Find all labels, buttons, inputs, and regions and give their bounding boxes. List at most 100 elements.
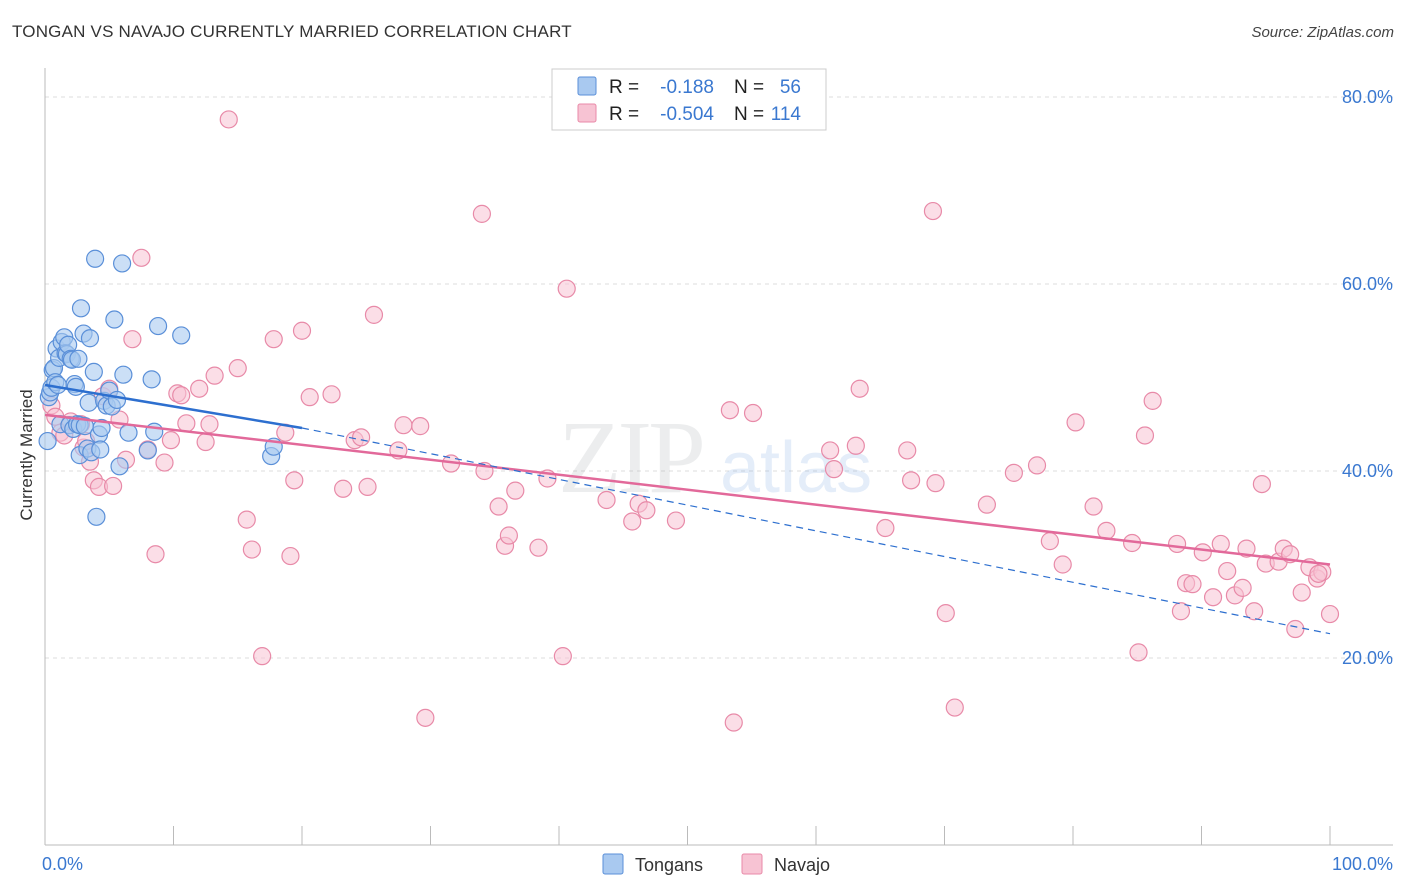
watermark-atlas: atlas — [720, 428, 872, 508]
navajo-point — [300, 388, 319, 407]
tongan-point — [38, 431, 57, 451]
watermark-zip: ZIP — [558, 400, 702, 515]
navajo-point — [1193, 543, 1212, 562]
navajo-point — [123, 330, 142, 349]
navajo-point — [1053, 555, 1072, 574]
navajo-points — [42, 110, 1340, 732]
navajo-point — [898, 441, 917, 460]
navajo-point — [1135, 426, 1155, 445]
bottom-legend-swatch-tongans — [602, 853, 624, 875]
source-credit: Source: ZipAtlas.com — [1251, 24, 1394, 41]
axes: 0.0% 100.0% — [42, 68, 1393, 874]
navajo-point — [1084, 497, 1103, 516]
navajo-point — [322, 385, 341, 404]
tongan-point — [138, 441, 157, 460]
navajo-point — [1143, 391, 1162, 410]
bottom-legend: Tongans Navajo — [602, 853, 830, 875]
tongan-points — [38, 249, 283, 526]
navajo-point — [901, 471, 921, 490]
tongan-point — [172, 326, 191, 345]
navajo-point — [977, 495, 997, 514]
y-tick-label-80: 80.0% — [1342, 87, 1393, 107]
navajo-point — [253, 647, 272, 666]
navajo-point — [196, 432, 215, 452]
navajo-point — [936, 604, 955, 623]
navajo-point — [724, 713, 743, 732]
navajo-point — [292, 321, 312, 340]
navajo-point — [1218, 561, 1237, 581]
tongan-point — [112, 254, 132, 273]
navajo-point — [926, 474, 945, 493]
navajo-point — [416, 708, 435, 727]
tongan-point — [92, 418, 111, 438]
navajo-point — [1286, 619, 1305, 639]
navajo-point — [821, 441, 840, 460]
navajo-point — [1129, 643, 1148, 662]
navajo-point — [281, 546, 300, 566]
y-axis-label: Currently Married — [17, 389, 36, 520]
tongan-point — [84, 362, 103, 381]
grid-lines: 20.0% 40.0% 60.0% 80.0% — [45, 87, 1393, 668]
tongan-point — [66, 377, 85, 396]
legend-box: R = -0.188 N = 56 R = -0.504 N = 114 — [551, 68, 827, 131]
x-tick-label-max: 100.0% — [1332, 854, 1393, 874]
navajo-point — [1183, 575, 1202, 594]
navajo-point — [1309, 564, 1328, 583]
navajo-point — [264, 330, 283, 349]
tongan-point — [80, 329, 100, 348]
navajo-point — [923, 201, 943, 221]
navajo-point — [155, 453, 174, 472]
navajo-point — [557, 279, 576, 298]
navajo-point — [529, 538, 548, 557]
navajo-point — [1237, 539, 1256, 558]
tongan-point — [114, 365, 133, 384]
navajo-point — [1233, 578, 1252, 597]
navajo-point — [597, 490, 616, 510]
tongan-point — [91, 440, 110, 459]
navajo-point — [1171, 602, 1191, 621]
navajo-point — [237, 510, 256, 529]
tongan-point — [71, 299, 91, 318]
tongan-point — [87, 507, 106, 526]
navajo-point — [1066, 413, 1085, 432]
navajo-point — [1040, 532, 1059, 551]
legend-r-value-tongans: -0.188 — [660, 77, 714, 98]
navajo-point — [623, 512, 642, 531]
navajo-point — [352, 428, 371, 447]
legend-n-label-navajo: N = — [734, 104, 764, 125]
navajo-point — [850, 379, 869, 398]
x-tick-label-min: 0.0% — [42, 854, 83, 874]
navajo-point — [472, 204, 491, 223]
navajo-point — [334, 479, 353, 498]
navajo-point — [200, 415, 219, 434]
tongan-point — [105, 310, 124, 329]
navajo-point — [219, 110, 238, 129]
navajo-point — [824, 460, 844, 479]
legend-r-label-navajo: R = — [609, 104, 639, 125]
tongan-point — [79, 393, 98, 412]
navajo-point — [411, 417, 430, 436]
navajo-point — [242, 540, 261, 559]
navajo-point — [364, 305, 384, 324]
navajo-trend-line — [44, 413, 1331, 566]
navajo-point — [146, 545, 165, 564]
legend-swatch-tongans — [577, 76, 597, 96]
bottom-legend-label-tongans: Tongans — [635, 855, 703, 875]
navajo-point — [553, 647, 572, 666]
tongan-trend-line — [44, 383, 303, 430]
navajo-point — [1004, 463, 1023, 482]
legend-swatch-navajo — [577, 103, 597, 123]
legend-r-value-navajo: -0.504 — [660, 104, 714, 125]
navajo-point — [499, 526, 518, 545]
navajo-point — [132, 248, 151, 267]
chart-title: TONGAN VS NAVAJO CURRENTLY MARRIED CORRE… — [12, 22, 572, 41]
navajo-point — [1292, 583, 1311, 602]
navajo-point — [637, 501, 656, 520]
y-tick-label-60: 60.0% — [1342, 274, 1393, 294]
navajo-point — [1203, 588, 1223, 607]
tongan-point — [148, 316, 168, 336]
navajo-point — [394, 416, 413, 435]
navajo-point — [1252, 474, 1271, 494]
navajo-point — [228, 359, 247, 378]
